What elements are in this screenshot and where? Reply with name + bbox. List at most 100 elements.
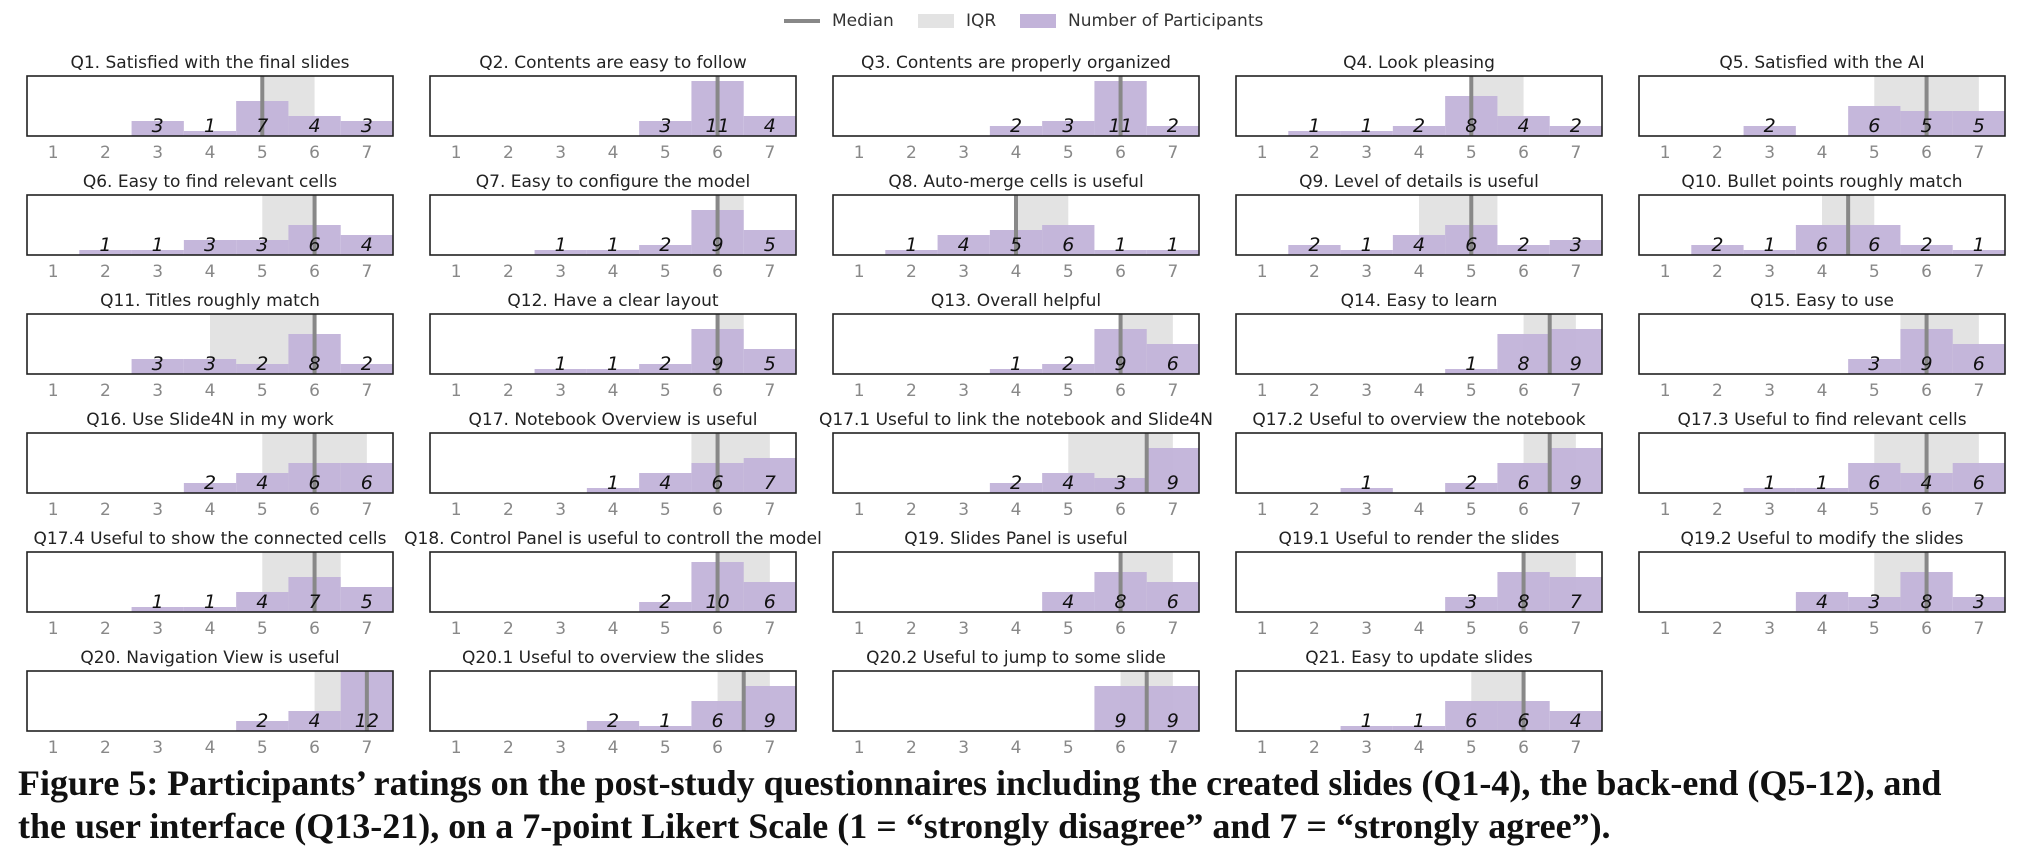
- bar-value-label: 1: [152, 234, 164, 256]
- x-tick-label: 7: [764, 738, 775, 758]
- bar-value-label: 6: [1816, 234, 1828, 256]
- x-tick-label: 3: [1361, 262, 1372, 282]
- x-tick-label: 6: [1115, 738, 1126, 758]
- x-tick-label: 7: [1570, 738, 1581, 758]
- x-tick-label: 4: [1011, 500, 1022, 520]
- bar: [1094, 686, 1147, 731]
- bar-value-label: 1: [99, 234, 111, 256]
- bar: [639, 602, 692, 612]
- x-tick-label: 4: [1414, 738, 1425, 758]
- bar: [1549, 240, 1602, 255]
- x-tick-label: 5: [1466, 143, 1477, 163]
- bar: [1743, 488, 1796, 493]
- bar-value-label: 3: [1465, 591, 1477, 613]
- bar-value-label: 7: [256, 115, 268, 137]
- chart-grid: Q1. Satisfied with the final slides 3 1 7 4 3…: [26, 53, 2006, 758]
- x-tick-label: 3: [958, 262, 969, 282]
- chart-panel: Q7. Easy to configure the model 1 1 2 9 5 1 2 3 4…: [429, 172, 797, 282]
- bar-value-label: 1: [1973, 234, 1985, 256]
- plot-frame: [429, 313, 797, 375]
- bar-value-label: 2: [659, 234, 671, 256]
- bar: [1795, 488, 1849, 493]
- bar-value-label: 1: [204, 591, 216, 613]
- bar-value-label: 6: [1465, 710, 1477, 732]
- bar: [1340, 488, 1393, 493]
- chart-panel: Q19. Slides Panel is useful 4 8 6 1 2 3 4 5 6 7: [832, 529, 1200, 639]
- bar: [1497, 463, 1550, 493]
- bar: [1549, 711, 1602, 731]
- bar-value-label: 4: [764, 115, 776, 137]
- bar-value-label: 5: [764, 353, 776, 375]
- x-tick-label: 3: [152, 619, 163, 639]
- x-tick-label: 4: [1011, 143, 1022, 163]
- bar-value-label: 6: [1973, 472, 1985, 494]
- x-tick-label: 4: [1817, 500, 1828, 520]
- x-tick-label: 4: [205, 619, 216, 639]
- x-tick-label: 6: [309, 262, 320, 282]
- x-tick-label: 2: [906, 262, 917, 282]
- x-tick-label: 1: [1660, 619, 1671, 639]
- chart-title: Q19.2 Useful to modify the slides: [1680, 529, 1963, 549]
- bar-value-label: 8: [309, 353, 321, 375]
- bar-value-label: 8: [1921, 591, 1933, 613]
- bar: [1445, 369, 1498, 374]
- bar: [1848, 463, 1901, 493]
- legend-item-participants: Number of Participants: [1020, 8, 1263, 34]
- bar: [691, 701, 744, 731]
- bar-value-label: 9: [1167, 710, 1179, 732]
- bar-value-label: 6: [1868, 472, 1880, 494]
- bar-value-label: 9: [1921, 353, 1933, 375]
- bar: [1340, 726, 1393, 731]
- bar: [639, 245, 692, 255]
- plot-frame: [832, 75, 1200, 137]
- bar: [1094, 478, 1147, 493]
- x-tick-label: 5: [1869, 500, 1880, 520]
- bar-value-label: 1: [1764, 234, 1776, 256]
- bar-value-label: 4: [1570, 710, 1582, 732]
- plot-frame: [429, 670, 797, 732]
- x-tick-label: 1: [1257, 500, 1268, 520]
- chart-title: Q9. Level of details is useful: [1299, 172, 1539, 192]
- bar: [639, 726, 692, 731]
- x-tick-label: 7: [1167, 262, 1178, 282]
- bar: [1042, 121, 1095, 136]
- chart-panel: Q20.2 Useful to jump to some slide 9 9 1 2 3 4…: [832, 648, 1200, 758]
- x-tick-label: 3: [958, 381, 969, 401]
- x-tick-label: 4: [1817, 381, 1828, 401]
- chart-panel: Q17.2 Useful to overview the notebook 1 2 6…: [1235, 410, 1603, 520]
- figure-caption: Figure 5: Participants’ ratings on the p…: [18, 762, 2008, 848]
- bar: [885, 250, 938, 255]
- x-tick-label: 7: [1570, 381, 1581, 401]
- plot-frame: [429, 194, 797, 256]
- x-tick-label: 3: [1361, 143, 1372, 163]
- x-tick-label: 4: [1414, 500, 1425, 520]
- bar-value-label: 4: [361, 234, 373, 256]
- x-tick-label: 4: [608, 262, 619, 282]
- bar-value-label: 1: [607, 234, 619, 256]
- x-tick-label: 5: [1063, 500, 1074, 520]
- x-tick-label: 7: [361, 143, 372, 163]
- plot-frame: [1638, 194, 2006, 256]
- x-tick-label: 1: [1257, 619, 1268, 639]
- x-tick-label: 2: [1712, 381, 1723, 401]
- x-tick-label: 3: [1361, 738, 1372, 758]
- bar: [1497, 245, 1550, 255]
- x-tick-label: 4: [1011, 738, 1022, 758]
- plot-frame: [1638, 432, 2006, 494]
- x-tick-label: 2: [1712, 143, 1723, 163]
- x-tick-label: 4: [608, 500, 619, 520]
- bar: [1848, 597, 1901, 612]
- bar: [131, 607, 184, 612]
- bar: [1445, 701, 1498, 731]
- bar: [1900, 245, 1953, 255]
- bar: [1497, 334, 1550, 374]
- x-tick-label: 1: [854, 619, 865, 639]
- x-tick-label: 3: [152, 500, 163, 520]
- bar: [1549, 329, 1602, 374]
- x-tick-label: 2: [1309, 500, 1320, 520]
- bar: [1549, 126, 1602, 136]
- x-tick-label: 1: [1257, 262, 1268, 282]
- x-tick-label: 3: [1361, 500, 1372, 520]
- bar-value-label: 4: [309, 710, 321, 732]
